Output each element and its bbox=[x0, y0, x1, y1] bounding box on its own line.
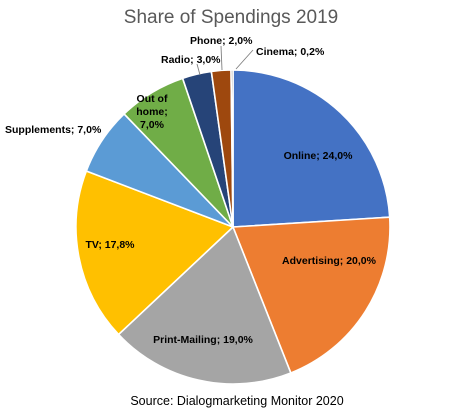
leader-line-phone bbox=[220, 45, 223, 71]
data-label-supplements: Supplements; 7,0% bbox=[5, 124, 102, 136]
data-label-radio: Radio; 3,0% bbox=[161, 54, 221, 66]
chart-source: Source: Dialogmarketing Monitor 2020 bbox=[130, 394, 343, 408]
data-label-tv: TV; 17,8% bbox=[85, 239, 135, 251]
pie-slice-tv bbox=[75, 170, 235, 336]
leader-lines-layer bbox=[196, 45, 254, 76]
data-label-phone: Phone; 2,0% bbox=[190, 35, 253, 47]
pie-slice-online bbox=[232, 69, 391, 228]
labels-layer: Online; 24,0% Advertising; 20,0% Print-Mai… bbox=[5, 35, 377, 346]
slices-layer bbox=[75, 69, 391, 385]
pie-slice-cinema bbox=[230, 69, 234, 228]
data-label-cinema: Cinema; 0,2% bbox=[256, 46, 325, 58]
data-label-out-of-home: Out of home; 7,0% bbox=[136, 93, 168, 131]
pie-slice-print-mailing bbox=[117, 225, 292, 385]
data-label-advertising: Advertising; 20,0% bbox=[282, 255, 377, 267]
chart-title: Share of Spendings 2019 bbox=[124, 7, 338, 28]
data-label-print-mailing: Print-Mailing; 19,0% bbox=[153, 334, 253, 346]
data-label-online: Online; 24,0% bbox=[284, 150, 354, 162]
pie-slice-advertising bbox=[231, 216, 391, 375]
leader-line-cinema bbox=[235, 49, 254, 70]
leader-line-radio bbox=[196, 63, 201, 76]
